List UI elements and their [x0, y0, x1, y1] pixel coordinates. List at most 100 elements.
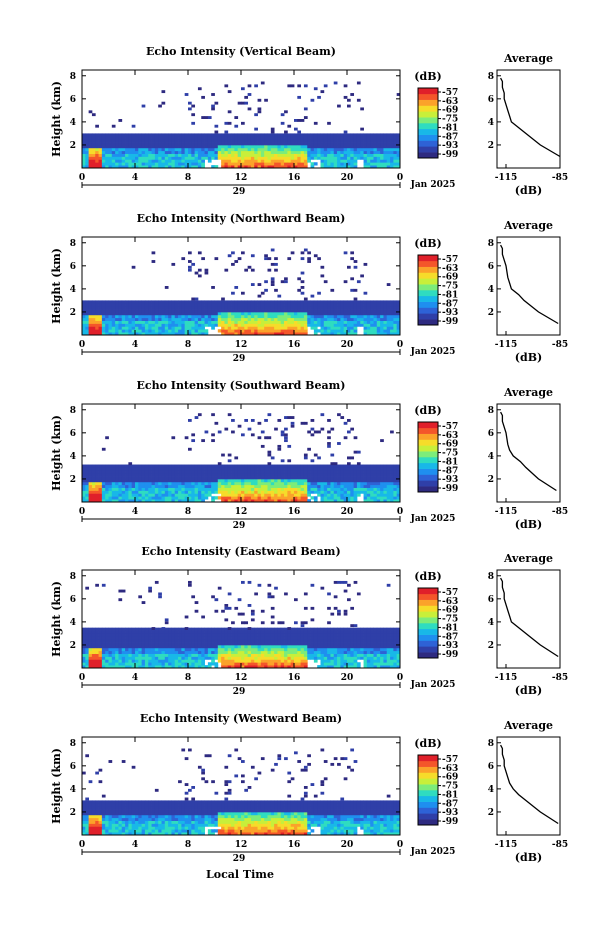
heatmap-cell — [105, 490, 109, 494]
heatmap-cell — [294, 481, 298, 486]
heatmap-cell — [88, 159, 93, 163]
heatmap-cell — [396, 487, 401, 491]
x-tick-label: 12 — [235, 507, 248, 517]
heatmap-cell — [307, 133, 311, 137]
heatmap-cell — [347, 467, 351, 471]
heatmap-cell — [356, 317, 361, 321]
heatmap-cell — [264, 467, 268, 471]
heatmap-cell — [174, 311, 179, 316]
heatmap-cell — [254, 464, 258, 468]
heatmap-cell — [310, 418, 315, 422]
heatmap-cell — [294, 127, 298, 131]
heatmap-cell — [138, 136, 143, 140]
heatmap-cell — [294, 136, 298, 140]
heatmap-cell — [267, 314, 272, 319]
heatmap-cell — [227, 303, 232, 307]
heatmap-cell — [323, 496, 328, 500]
heatmap-cell — [303, 153, 308, 157]
heatmap-cell — [98, 329, 103, 333]
heatmap-cell — [390, 153, 394, 157]
heatmap-cell — [260, 320, 265, 324]
heatmap-cell — [237, 627, 242, 631]
heatmap-cell — [214, 136, 219, 140]
heatmap-cell — [211, 650, 215, 654]
heatmap-cell — [214, 144, 219, 149]
heatmap-cell — [161, 314, 166, 319]
heatmap-cell — [111, 659, 116, 663]
heatmap-cell — [241, 153, 245, 157]
heatmap-cell — [98, 496, 103, 500]
heatmap-cell — [138, 487, 143, 491]
heatmap-cell — [287, 159, 292, 163]
heatmap-cell — [257, 165, 262, 169]
heatmap-cell — [184, 311, 189, 316]
heatmap-cell — [194, 156, 199, 160]
heatmap-cell — [353, 153, 358, 157]
heatmap-cell — [390, 136, 394, 140]
heatmap-cell — [197, 650, 202, 654]
heatmap-cell — [151, 499, 156, 503]
heatmap-cell — [290, 303, 295, 307]
heatmap-cell — [353, 487, 358, 491]
heatmap-cell — [277, 647, 282, 652]
heatmap-cell — [98, 139, 103, 143]
heatmap-cell — [350, 93, 355, 96]
heatmap-cell — [340, 332, 345, 336]
heatmap-cell — [211, 107, 215, 111]
heatmap-cell — [217, 430, 222, 434]
heatmap-cell — [290, 317, 295, 321]
heatmap-cell — [284, 300, 288, 304]
heatmap-cell — [333, 467, 338, 471]
heatmap-cell — [188, 306, 192, 310]
heatmap-cell — [237, 499, 242, 503]
heatmap-cell — [390, 133, 394, 137]
heatmap-cell — [383, 165, 388, 169]
heatmap-cell — [191, 311, 196, 316]
heatmap-cell — [234, 647, 239, 652]
heatmap-cell — [386, 314, 391, 319]
heatmap-cell — [294, 499, 298, 503]
heatmap-cell — [247, 306, 252, 310]
heatmap-cell — [161, 139, 166, 143]
heatmap-cell — [88, 639, 93, 643]
heatmap-cell — [241, 314, 245, 319]
heatmap-cell — [347, 150, 351, 154]
heatmap-cell — [350, 311, 355, 316]
heatmap-cell — [115, 662, 119, 666]
heatmap-cell — [101, 473, 106, 477]
heatmap-cell — [310, 156, 315, 160]
colorbar-tick-label: -93 — [442, 141, 458, 151]
heatmap-cell — [85, 326, 90, 330]
heatmap-cell — [340, 326, 345, 330]
heatmap-cell — [366, 165, 371, 169]
x-tick-label: 4 — [132, 340, 138, 350]
heatmap-cell — [247, 484, 252, 488]
heatmap-cell — [148, 493, 152, 497]
heatmap-cell — [363, 291, 368, 295]
heatmap-cell — [115, 150, 119, 154]
heatmap-cell — [194, 484, 199, 488]
heatmap-cell — [320, 303, 325, 307]
heatmap-cell — [181, 323, 186, 327]
heatmap-cell — [82, 133, 86, 137]
heatmap-cell — [347, 314, 351, 319]
heatmap-cell — [227, 630, 232, 634]
heatmap-cell — [390, 142, 394, 146]
heatmap-cell — [105, 133, 109, 137]
heatmap-cell — [82, 464, 86, 468]
heatmap-cell — [227, 459, 232, 463]
heatmap-cell — [171, 499, 176, 503]
colorbar-tick-label: -81 — [442, 457, 458, 467]
heatmap-cell — [260, 630, 265, 634]
heatmap-cell — [260, 81, 265, 85]
colorbar-unit: (dB) — [414, 404, 441, 417]
heatmap-cell — [128, 633, 133, 637]
heatmap-cell — [280, 144, 285, 149]
heatmap-cell — [310, 133, 315, 137]
heatmap-cell — [300, 484, 305, 488]
heatmap-cell — [307, 156, 311, 160]
heatmap-cell — [386, 481, 391, 486]
heatmap-cell — [82, 144, 86, 149]
heatmap-cell — [254, 478, 258, 483]
heatmap-cell — [353, 329, 358, 333]
